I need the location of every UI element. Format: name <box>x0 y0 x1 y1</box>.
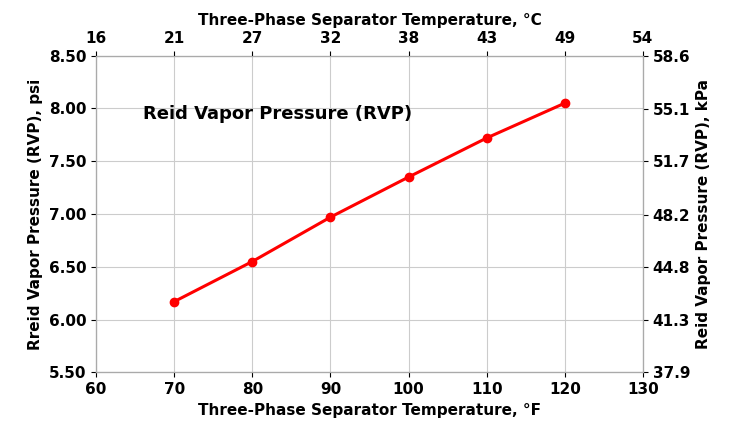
X-axis label: Three-Phase Separator Temperature, °C: Three-Phase Separator Temperature, °C <box>197 13 542 28</box>
Y-axis label: Reid Vapor Pressure (RVP), kPa: Reid Vapor Pressure (RVP), kPa <box>696 79 711 349</box>
Y-axis label: Rreid Vapor Pressure (RVP), psi: Rreid Vapor Pressure (RVP), psi <box>28 78 43 350</box>
X-axis label: Three-Phase Separator Temperature, °F: Three-Phase Separator Temperature, °F <box>198 403 541 418</box>
Text: Reid Vapor Pressure (RVP): Reid Vapor Pressure (RVP) <box>143 105 412 123</box>
